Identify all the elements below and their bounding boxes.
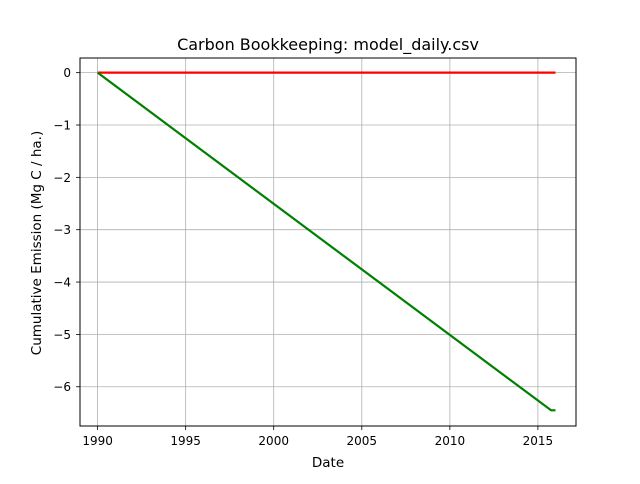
y-tick-label: −6 <box>53 380 71 394</box>
x-tick-label: 2010 <box>435 434 466 448</box>
series-line-2 <box>96 71 556 412</box>
x-tick-label: 2015 <box>523 434 554 448</box>
y-tick-label: −3 <box>53 223 71 237</box>
series-lines <box>96 71 556 412</box>
grid-lines <box>80 58 576 426</box>
x-axis-ticks: 1990 1995 2000 2005 2010 2015 <box>82 426 553 448</box>
x-tick-label: 1990 <box>82 434 113 448</box>
x-axis-label: Date <box>312 455 344 471</box>
x-tick-label: 2005 <box>347 434 378 448</box>
plot-frame <box>79 57 577 427</box>
y-axis-label: Cumulative Emission (Mg C / ha.) <box>29 131 45 355</box>
y-tick-label: −4 <box>53 276 71 290</box>
y-axis-ticks: 0 −1 −2 −3 −4 −5 −6 <box>53 66 80 394</box>
x-tick-label: 1995 <box>170 434 201 448</box>
chart-title: Carbon Bookkeeping: model_daily.csv <box>177 35 479 55</box>
y-tick-label: −2 <box>53 171 71 185</box>
x-tick-label: 2000 <box>258 434 289 448</box>
y-tick-label: 0 <box>63 66 71 80</box>
y-tick-label: −5 <box>53 328 71 342</box>
y-tick-label: −1 <box>53 119 71 133</box>
